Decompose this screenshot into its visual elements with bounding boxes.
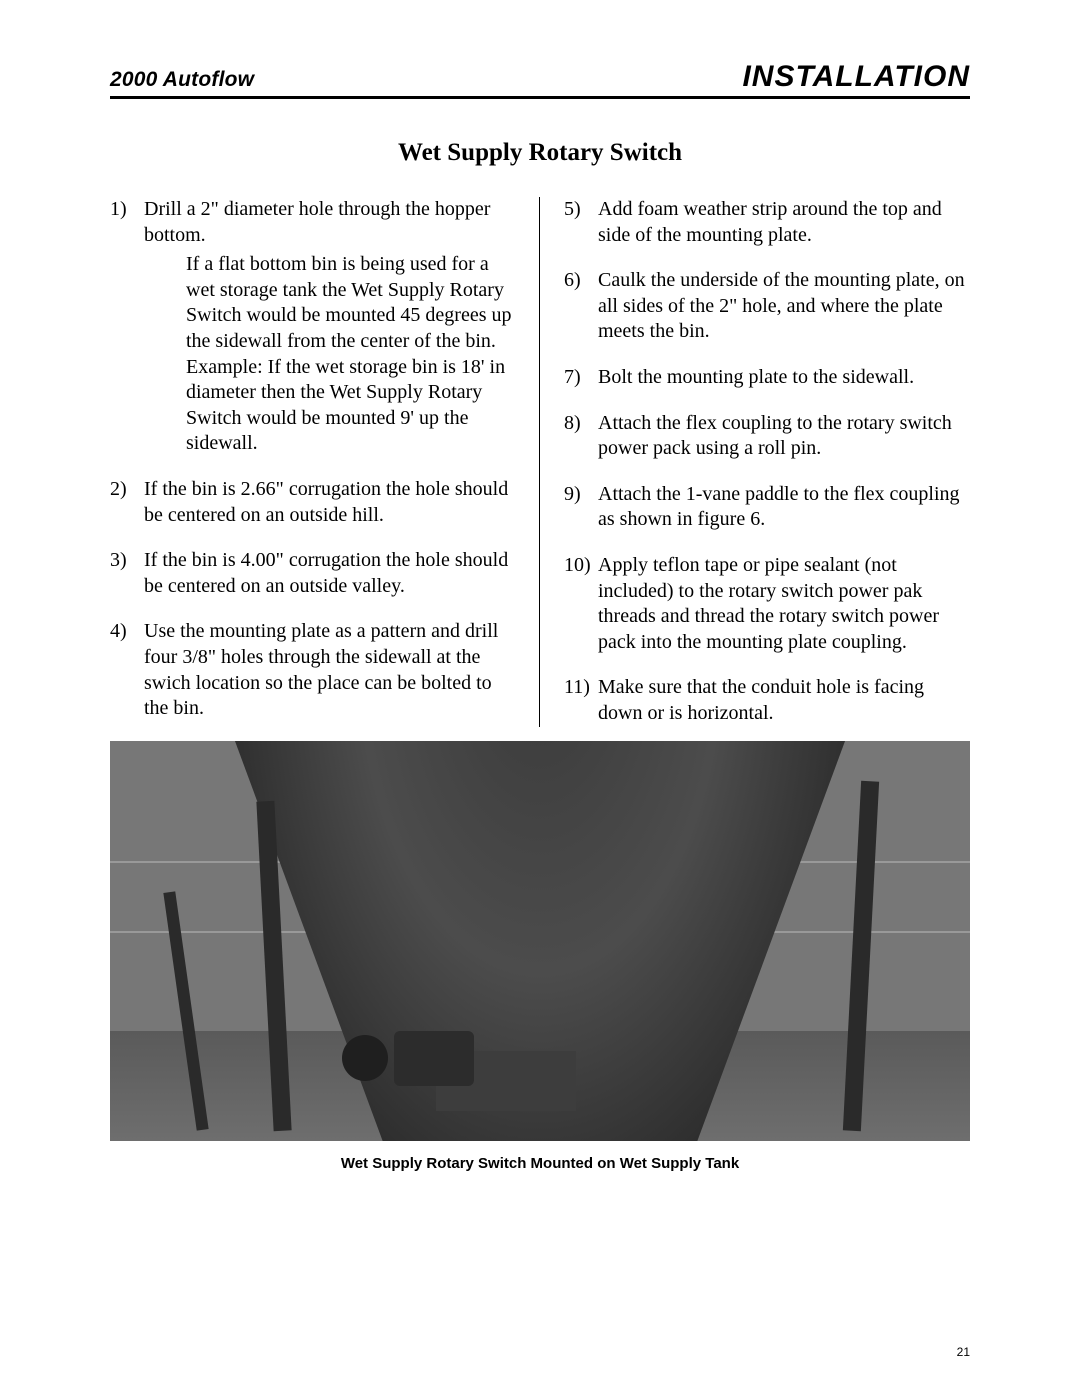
list-number: 2) bbox=[110, 477, 144, 528]
list-text-main: Drill a 2" diameter hole through the hop… bbox=[144, 198, 490, 246]
list-text: Drill a 2" diameter hole through the hop… bbox=[144, 197, 515, 457]
list-number: 5) bbox=[564, 197, 598, 248]
figure-caption: Wet Supply Rotary Switch Mounted on Wet … bbox=[110, 1155, 970, 1172]
list-number: 6) bbox=[564, 268, 598, 345]
header-left: 2000 Autoflow bbox=[110, 68, 254, 92]
list-number: 7) bbox=[564, 365, 598, 391]
list-item: 1) Drill a 2" diameter hole through the … bbox=[110, 197, 515, 457]
list-number: 10) bbox=[564, 553, 598, 655]
list-item: 9) Attach the 1-vane paddle to the flex … bbox=[564, 482, 970, 533]
list-number: 1) bbox=[110, 197, 144, 457]
right-column: 5) Add foam weather strip around the top… bbox=[540, 197, 970, 727]
list-text: Caulk the underside of the mounting plat… bbox=[598, 268, 970, 345]
figure: Wet Supply Rotary Switch Mounted on Wet … bbox=[110, 741, 970, 1172]
photo-motor-round bbox=[342, 1035, 388, 1081]
list-number: 4) bbox=[110, 619, 144, 721]
list-item: 7) Bolt the mounting plate to the sidewa… bbox=[564, 365, 970, 391]
list-number: 9) bbox=[564, 482, 598, 533]
list-number: 11) bbox=[564, 675, 598, 726]
list-number: 3) bbox=[110, 548, 144, 599]
left-column: 1) Drill a 2" diameter hole through the … bbox=[110, 197, 540, 727]
list-text: Attach the 1-vane paddle to the flex cou… bbox=[598, 482, 970, 533]
list-text: Add foam weather strip around the top an… bbox=[598, 197, 970, 248]
list-item: 3) If the bin is 4.00" corrugation the h… bbox=[110, 548, 515, 599]
list-item: 6) Caulk the underside of the mounting p… bbox=[564, 268, 970, 345]
list-text: Apply teflon tape or pipe sealant (not i… bbox=[598, 553, 970, 655]
header-right: INSTALLATION bbox=[742, 60, 970, 94]
list-item: 10) Apply teflon tape or pipe sealant (n… bbox=[564, 553, 970, 655]
figure-image bbox=[110, 741, 970, 1141]
list-text: Make sure that the conduit hole is facin… bbox=[598, 675, 970, 726]
list-number: 8) bbox=[564, 411, 598, 462]
list-item: 8) Attach the flex coupling to the rotar… bbox=[564, 411, 970, 462]
list-indent-note: If a flat bottom bin is being used for a… bbox=[186, 252, 515, 457]
photo-motor bbox=[394, 1031, 474, 1086]
page-title: Wet Supply Rotary Switch bbox=[110, 139, 970, 167]
list-text: Bolt the mounting plate to the sidewall. bbox=[598, 365, 970, 391]
page-header: 2000 Autoflow INSTALLATION bbox=[110, 60, 970, 99]
list-text: Use the mounting plate as a pattern and … bbox=[144, 619, 515, 721]
list-item: 4) Use the mounting plate as a pattern a… bbox=[110, 619, 515, 721]
page: 2000 Autoflow INSTALLATION Wet Supply Ro… bbox=[0, 0, 1080, 1397]
list-item: 11) Make sure that the conduit hole is f… bbox=[564, 675, 970, 726]
page-number: 21 bbox=[957, 1345, 970, 1359]
list-item: 2) If the bin is 2.66" corrugation the h… bbox=[110, 477, 515, 528]
list-text: If the bin is 2.66" corrugation the hole… bbox=[144, 477, 515, 528]
list-text: If the bin is 4.00" corrugation the hole… bbox=[144, 548, 515, 599]
list-text: Attach the flex coupling to the rotary s… bbox=[598, 411, 970, 462]
two-column-body: 1) Drill a 2" diameter hole through the … bbox=[110, 197, 970, 727]
list-item: 5) Add foam weather strip around the top… bbox=[564, 197, 970, 248]
